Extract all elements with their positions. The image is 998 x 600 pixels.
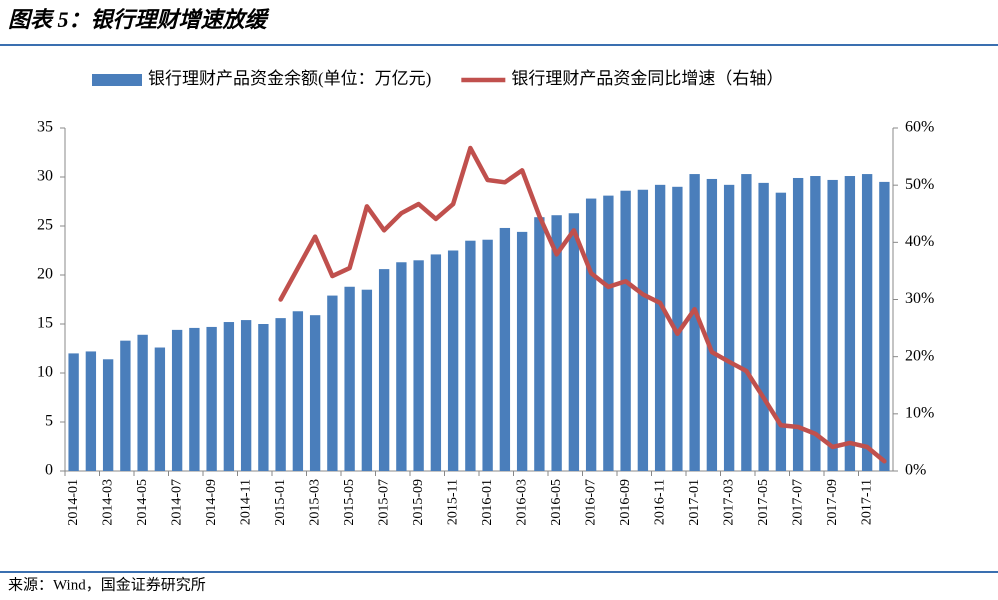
y-tick-label: 30 — [37, 168, 53, 185]
legend-swatch — [92, 74, 142, 86]
bar — [223, 322, 235, 471]
y2-tick-label: 20% — [905, 347, 934, 364]
x-tick-label: 2016-01 — [480, 479, 495, 526]
y-tick-label: 5 — [45, 413, 53, 430]
x-tick-label: 2015-07 — [376, 479, 391, 526]
bar — [309, 315, 321, 471]
y-tick-label: 35 — [37, 119, 53, 136]
bar — [637, 189, 649, 472]
x-tick-label: 2015-03 — [307, 479, 322, 526]
bar — [827, 179, 838, 471]
y-tick-label: 0 — [45, 462, 53, 479]
y2-tick-label: 60% — [905, 119, 934, 136]
y-tick-label: 15 — [37, 315, 53, 332]
bar — [603, 195, 614, 471]
x-tick-label: 2014-03 — [100, 479, 115, 526]
bar — [672, 186, 683, 472]
bar — [206, 326, 217, 471]
y2-tick-label: 0% — [905, 462, 926, 479]
bar — [465, 240, 476, 471]
x-tick-label: 2015-05 — [342, 479, 357, 526]
x-tick-label: 2016-11 — [652, 479, 667, 525]
y-tick-label: 10 — [37, 364, 53, 381]
x-tick-label: 2016-05 — [549, 479, 564, 526]
bar — [706, 178, 718, 471]
bar — [499, 227, 511, 471]
bar — [723, 184, 735, 471]
source: 来源：Wind，国金证券研究所 — [8, 576, 206, 593]
bar — [292, 311, 304, 471]
bar — [413, 260, 424, 471]
x-tick-label: 2015-11 — [445, 479, 460, 525]
x-tick-label: 2016-07 — [583, 479, 598, 526]
legend-label: 银行理财产品资金余额(单位：万亿元) — [148, 69, 431, 88]
bar — [551, 215, 562, 471]
y2-tick-label: 10% — [905, 405, 934, 422]
x-tick-label: 2014-01 — [66, 479, 81, 526]
x-tick-label: 2015-01 — [273, 479, 288, 526]
bar — [240, 320, 252, 471]
x-tick-label: 2014-11 — [238, 479, 253, 525]
bar — [792, 177, 804, 472]
bar — [861, 174, 873, 471]
x-tick-label: 2016-03 — [514, 479, 529, 526]
x-tick-label: 2014-05 — [135, 479, 150, 526]
bar — [810, 176, 821, 471]
bar — [568, 213, 580, 471]
bar — [85, 351, 97, 471]
y-tick-label: 25 — [37, 217, 53, 234]
bar — [137, 334, 148, 471]
bar — [327, 295, 338, 471]
x-tick-label: 2017-03 — [721, 479, 736, 526]
bar — [534, 217, 545, 471]
y2-tick-label: 40% — [905, 233, 934, 250]
bar — [378, 269, 390, 471]
x-tick-label: 2014-07 — [169, 479, 184, 526]
bar — [482, 239, 493, 471]
x-tick-label: 2017-09 — [825, 479, 840, 526]
bar — [775, 192, 787, 471]
bar — [741, 174, 752, 471]
bar — [844, 176, 856, 471]
bar — [258, 324, 269, 471]
bar — [879, 181, 890, 471]
bar — [689, 174, 700, 471]
chart-title: 图表 5：银行理财增速放缓 — [8, 7, 271, 32]
bar — [68, 353, 79, 471]
x-tick-label: 2017-01 — [687, 479, 702, 526]
x-tick-label: 2015-09 — [411, 479, 426, 526]
x-tick-label: 2016-09 — [618, 479, 633, 526]
bar — [171, 329, 183, 471]
x-tick-label: 2014-09 — [204, 479, 219, 526]
bar — [120, 340, 131, 471]
legend-label: 银行理财产品资金同比增速（右轴） — [511, 69, 783, 88]
x-tick-label: 2017-11 — [859, 479, 874, 525]
bar — [654, 184, 666, 471]
x-tick-label: 2017-07 — [790, 479, 805, 526]
line — [278, 145, 887, 464]
bar — [154, 347, 166, 471]
x-tick-label: 2017-05 — [756, 479, 771, 526]
bar — [275, 318, 286, 471]
bar — [189, 327, 200, 471]
bar — [344, 286, 355, 471]
y2-tick-label: 50% — [905, 176, 934, 193]
y2-tick-label: 30% — [905, 290, 934, 307]
bar — [361, 289, 373, 471]
bar — [516, 231, 528, 471]
bar — [585, 198, 597, 471]
bar — [620, 190, 631, 471]
bar — [758, 182, 769, 471]
bar — [102, 359, 114, 471]
bar — [396, 262, 407, 471]
bar — [447, 250, 459, 471]
y-tick-label: 20 — [37, 266, 53, 283]
bar — [430, 254, 442, 471]
